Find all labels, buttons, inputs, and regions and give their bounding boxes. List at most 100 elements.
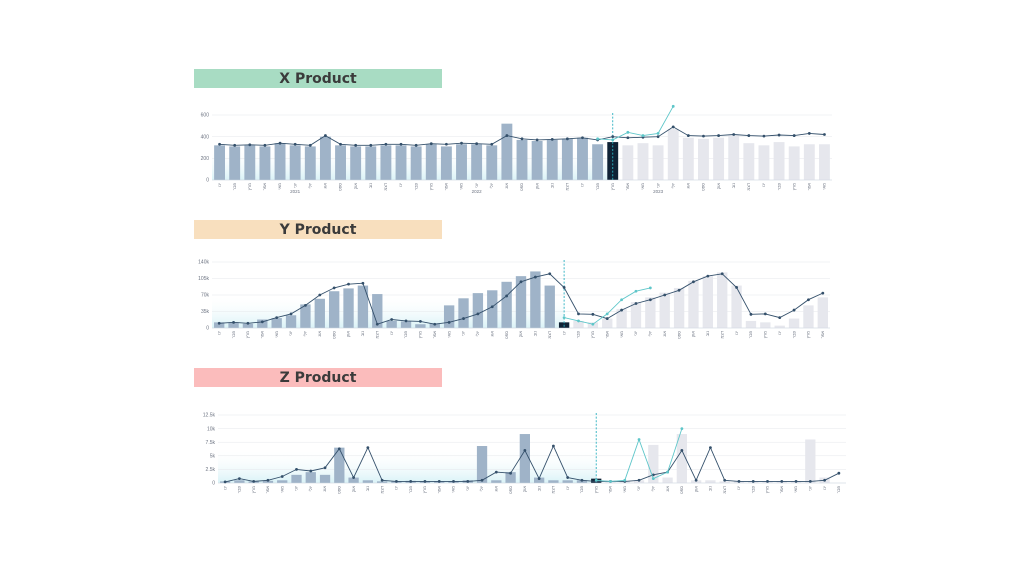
x-tick-label: אוג	[686, 183, 691, 189]
x-tick-label: אפר	[444, 183, 449, 191]
bar	[531, 141, 543, 180]
x-tick-label: מאי	[446, 331, 451, 338]
bar	[515, 276, 527, 328]
x-tick-label: אוק	[716, 183, 721, 190]
bar	[274, 143, 286, 180]
bar	[386, 320, 397, 328]
x-tick-label: יוני	[294, 486, 299, 491]
x-tick-label: פבר	[231, 331, 236, 339]
bar	[652, 145, 664, 180]
series-line-secondary-point	[594, 478, 598, 482]
y-tick-label: 35k	[201, 309, 210, 315]
series-line-secondary-point	[591, 322, 595, 326]
bar	[429, 323, 440, 328]
x-tick-label: מרץ	[590, 331, 595, 338]
bar	[659, 292, 670, 328]
x-tick-label: דצמ	[746, 182, 751, 190]
bar	[380, 145, 392, 180]
series-line-point	[552, 444, 555, 448]
x-tick-label: מרץ	[610, 183, 615, 190]
x-tick-label: ספט	[676, 331, 681, 339]
series-line-point	[751, 479, 755, 483]
series-line-point	[562, 286, 566, 289]
bar	[577, 137, 588, 180]
series-line-point	[749, 312, 753, 316]
x-tick-label: אוג	[504, 183, 509, 189]
x-tick-label: ספט	[508, 486, 513, 494]
bar	[803, 144, 815, 180]
series-line-point	[792, 134, 796, 137]
bar	[357, 285, 369, 328]
bar	[372, 294, 383, 328]
bar	[667, 129, 679, 180]
series-line-point	[766, 479, 769, 483]
bar	[458, 298, 469, 328]
series-line-point	[429, 142, 433, 146]
series-line-point	[634, 302, 638, 305]
bar	[277, 480, 288, 483]
x-tick-label: ספט	[679, 486, 684, 494]
x-tick-label: יולי	[489, 183, 494, 188]
x-tick-label: יולי	[475, 331, 480, 336]
series-line-point	[409, 479, 413, 483]
series-line-point	[404, 319, 408, 323]
x-tick-label: ספט	[338, 183, 343, 191]
series-line-point	[735, 286, 738, 289]
bar	[214, 145, 226, 180]
x-tick-label: אוג	[317, 331, 322, 337]
x-tick-label: מרץ	[791, 183, 796, 190]
series-line-point	[380, 478, 384, 482]
y-tick-label: 70k	[201, 293, 210, 299]
series-line-secondary-point	[666, 470, 669, 474]
bar	[630, 302, 642, 328]
series-line-point	[309, 469, 313, 473]
bar	[262, 480, 274, 483]
x-tick-label: אפר	[625, 183, 630, 191]
y-tick-label: 2.5k	[206, 467, 216, 473]
bar	[688, 280, 699, 328]
bar	[774, 325, 785, 328]
bar	[702, 276, 714, 328]
series-line-point	[433, 322, 437, 326]
x-tick-label: ינו	[398, 183, 403, 187]
bar	[719, 481, 730, 483]
x-tick-label: פבר	[403, 331, 408, 339]
bar	[548, 480, 559, 483]
series-line-point	[218, 142, 221, 146]
y-tick-label: 10k	[207, 426, 216, 432]
bar	[705, 480, 716, 483]
series-line-point	[807, 298, 810, 302]
bar	[788, 146, 800, 180]
x-tick-label: אוג	[323, 183, 328, 189]
x-tick-label: דצמ	[565, 182, 570, 190]
x-tick-label: פבר	[576, 331, 581, 339]
series-line-point	[444, 142, 448, 146]
bar	[228, 322, 239, 328]
series-line-point	[217, 321, 221, 325]
series-line-point	[375, 322, 379, 326]
x-tick-label: ספט	[331, 331, 336, 339]
x-tick-label: נוב	[708, 486, 713, 492]
x-tick-label: ינו	[565, 486, 570, 490]
series-line-point	[361, 281, 365, 285]
series-line-point	[581, 136, 584, 140]
x-tick-label: אוק	[534, 183, 539, 190]
series-line-point	[339, 142, 342, 146]
series-line-secondary-point	[656, 132, 660, 135]
series-line-point	[505, 134, 509, 137]
bar	[487, 290, 498, 328]
bar	[471, 144, 483, 180]
x-tick-label: יולי	[651, 486, 656, 491]
series-line-point	[252, 479, 256, 483]
x-tick-label: יוני	[465, 486, 470, 491]
bar	[505, 472, 516, 483]
series-line-secondary-point	[671, 104, 675, 108]
series-line-point	[418, 320, 422, 323]
series-line-point	[260, 320, 264, 324]
series-line-point	[709, 446, 712, 450]
bar	[410, 146, 422, 180]
series-line-secondary-point	[609, 479, 612, 483]
x-tick-label: נוב	[365, 486, 370, 492]
bar	[544, 285, 555, 328]
series-line-point	[747, 134, 751, 137]
